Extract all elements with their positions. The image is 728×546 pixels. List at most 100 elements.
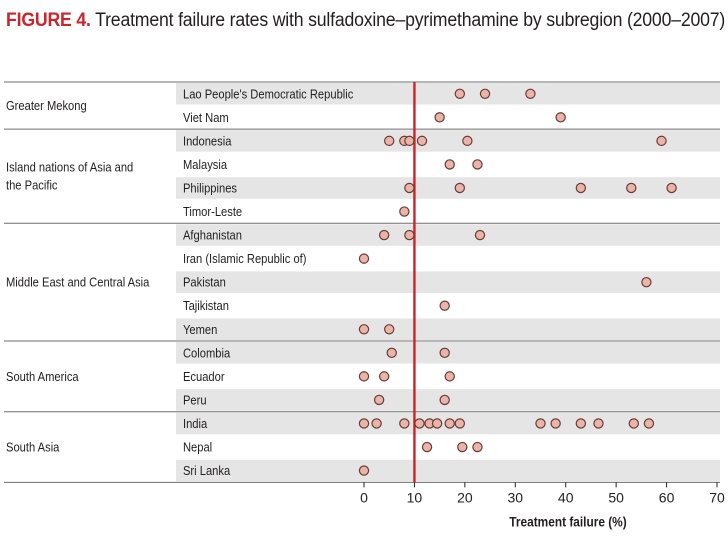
x-tick-label: 50: [608, 489, 624, 505]
group-label: South Asia: [6, 440, 60, 455]
data-point: [555, 112, 566, 123]
group-label: Middle East and Central Asia: [6, 275, 150, 290]
data-point: [439, 394, 450, 406]
data-point: [575, 418, 587, 429]
data-point: [378, 229, 390, 241]
data-point: [454, 418, 466, 429]
data-point: [399, 206, 410, 217]
group-label: Island nations of Asia and the Pacific: [6, 160, 133, 193]
country-label: Lao People's Democratic Republic: [183, 86, 353, 101]
data-point: [550, 418, 561, 429]
country-labels: Lao People's Democratic Republic Viet Nam…: [183, 86, 353, 478]
data-point: [358, 371, 370, 382]
data-point: [479, 88, 491, 99]
group-label-line: Greater Mekong: [6, 98, 87, 113]
country-label: Philippines: [183, 181, 237, 196]
country-label: Ecuador: [183, 369, 225, 384]
country-label: Malaysia: [183, 157, 227, 172]
country-label: Nepal: [183, 440, 212, 455]
country-label: Viet Nam: [183, 110, 229, 125]
figure-title-text: Treatment failure rates with sulfadoxine…: [95, 10, 726, 31]
data-point: [454, 88, 466, 99]
group-label: South America: [6, 369, 79, 384]
country-label: Indonesia: [183, 134, 232, 149]
data-point: [404, 135, 415, 147]
country-label: Yemen: [183, 322, 217, 337]
data-point: [472, 441, 483, 453]
data-point: [399, 418, 410, 429]
group-label-line: Middle East and Central Asia: [6, 275, 150, 290]
country-label: Tajikistan: [183, 298, 229, 313]
data-point: [593, 418, 604, 429]
row-band: [176, 224, 720, 246]
country-label: Timor-Leste: [183, 204, 242, 219]
country-label: Peru: [183, 393, 207, 408]
data-point: [439, 347, 450, 359]
x-tick-label: 0: [360, 489, 368, 505]
data-points: [358, 88, 677, 476]
data-point: [404, 182, 415, 194]
data-point: [628, 418, 639, 429]
data-point: [431, 418, 443, 429]
data-point: [626, 182, 637, 194]
data-point: [378, 371, 390, 382]
row-band: [176, 318, 720, 341]
x-axis: 0 10 20 30 40 50 60 70 Treatment failure (%): [360, 482, 725, 530]
data-point: [666, 182, 677, 194]
x-axis-label: Treatment failure (%): [509, 514, 626, 530]
data-point: [472, 159, 483, 170]
group-labels: Greater Mekong Island nations of Asia and…: [6, 98, 150, 454]
data-point: [373, 394, 385, 406]
x-tick-label: 10: [407, 489, 423, 505]
group-separators: [4, 81, 720, 483]
x-tick-label: 30: [507, 489, 523, 505]
data-point: [371, 418, 382, 429]
data-point: [535, 418, 546, 429]
data-point: [358, 465, 370, 476]
group-label-line: South America: [6, 369, 79, 384]
country-label: Pakistan: [183, 275, 226, 290]
data-point: [454, 182, 466, 194]
data-point: [404, 229, 415, 241]
group-label-line: Island nations of Asia and: [6, 160, 133, 175]
data-point: [641, 276, 652, 288]
data-point: [439, 300, 450, 311]
row-band: [176, 177, 720, 199]
row-band: [176, 83, 720, 105]
x-tick-label: 20: [457, 489, 473, 505]
data-point: [358, 253, 370, 264]
data-point: [416, 135, 428, 147]
data-point: [434, 112, 445, 123]
x-tick-label: 40: [558, 489, 574, 505]
country-label: Sri Lanka: [183, 463, 230, 478]
data-point: [444, 159, 455, 170]
data-point: [384, 135, 395, 147]
country-label: India: [183, 416, 207, 431]
chart-title: FIGURE 4. Treatment failure rates with s…: [6, 10, 725, 32]
data-point: [421, 441, 433, 453]
x-tick-label: 60: [659, 489, 675, 505]
country-label: Afghanistan: [183, 228, 242, 243]
row-band: [176, 271, 720, 293]
data-point: [386, 347, 397, 359]
data-point: [525, 88, 536, 99]
group-label-line: the Pacific: [6, 178, 58, 193]
country-label: Colombia: [183, 346, 230, 361]
data-point: [414, 418, 425, 429]
data-point: [575, 182, 587, 194]
data-point: [457, 441, 468, 453]
data-point: [444, 418, 455, 429]
row-band: [176, 130, 720, 152]
group-label-line: South Asia: [6, 440, 60, 455]
data-point: [643, 418, 655, 429]
data-point: [656, 135, 667, 147]
data-point: [358, 324, 370, 335]
data-point: [474, 229, 486, 241]
data-point: [358, 418, 370, 429]
data-point: [444, 371, 455, 382]
data-point: [384, 324, 395, 335]
data-point: [462, 135, 473, 147]
group-label: Greater Mekong: [6, 98, 87, 113]
figure-label: FIGURE 4.: [6, 10, 91, 31]
